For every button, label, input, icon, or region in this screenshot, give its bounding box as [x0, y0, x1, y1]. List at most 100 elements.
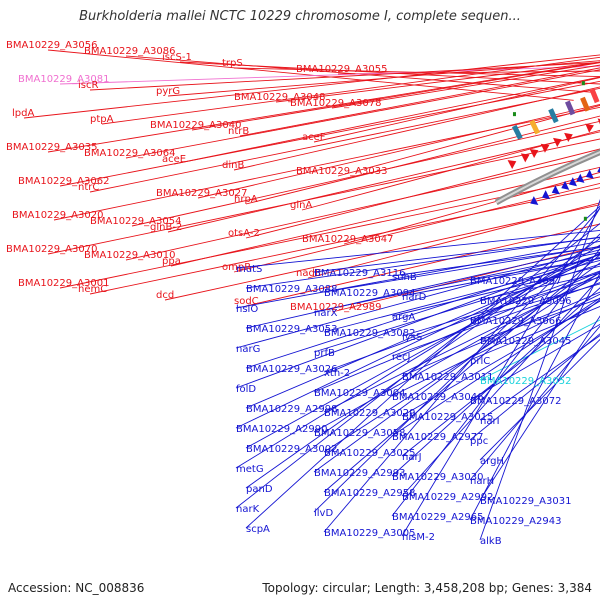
- reverse-gene-label[interactable]: xth-2: [324, 368, 350, 379]
- reverse-gene-label[interactable]: BMA10229_A2990: [236, 424, 327, 435]
- reverse-gene-label[interactable]: prlC: [470, 356, 490, 367]
- reverse-gene-label[interactable]: BMA10229_A3015: [402, 412, 493, 423]
- reverse-gene-label[interactable]: ilvD: [314, 508, 333, 519]
- reverse-gene-label[interactable]: BMA10229_A3031: [480, 496, 571, 507]
- reverse-gene-label[interactable]: hslO: [236, 304, 258, 315]
- reverse-gene-label[interactable]: lysS: [402, 332, 422, 343]
- reverse-gene-label[interactable]: BMA10229_A3094: [324, 288, 415, 299]
- reverse-gene-label[interactable]: BMA10229_A2958: [324, 488, 415, 499]
- forward-gene-label[interactable]: BMA10229_A3048: [234, 92, 325, 103]
- reverse-gene-label[interactable]: metG: [236, 464, 264, 475]
- forward-gene-label[interactable]: BMA10229_A3070: [6, 244, 97, 255]
- reverse-gene-label[interactable]: narK: [236, 504, 260, 515]
- forward-gene-label[interactable]: ppa: [162, 256, 181, 267]
- reverse-gene-label[interactable]: BMA10229_A3005: [324, 528, 415, 539]
- reverse-gene-arrow: [542, 190, 551, 200]
- forward-gene-label[interactable]: ompR: [222, 262, 251, 273]
- forward-gene-label[interactable]: iscR: [78, 80, 98, 91]
- reverse-gene-label[interactable]: BMA10229_A2943: [470, 516, 561, 527]
- forward-gene-label[interactable]: sodC: [234, 296, 259, 307]
- forward-gene-label[interactable]: BMA10229_A3010: [84, 250, 175, 261]
- reverse-gene-label[interactable]: BMA10229_A3082: [324, 328, 415, 339]
- reverse-gene-label[interactable]: suhB: [392, 272, 417, 283]
- forward-gene-label[interactable]: hemC: [78, 284, 107, 295]
- reverse-gene-label[interactable]: BMA10229_A3053: [246, 324, 337, 335]
- reverse-gene-label[interactable]: hisM-2: [402, 532, 435, 543]
- reverse-gene-label[interactable]: BMA10229_A2965: [392, 512, 483, 523]
- reverse-gene-label[interactable]: argH: [480, 456, 504, 467]
- reverse-gene-label[interactable]: BMA10229_A3052: [480, 376, 571, 387]
- reverse-gene-label[interactable]: BMA10229_A2993: [314, 468, 405, 479]
- forward-gene-label[interactable]: BMA10229_A3001: [18, 278, 109, 289]
- reverse-gene-label[interactable]: BMA10229_A3058: [314, 428, 405, 439]
- forward-gene-label[interactable]: aceF: [302, 132, 326, 143]
- reverse-gene-label[interactable]: alkB: [480, 536, 502, 547]
- reverse-gene-label[interactable]: BMA10229_A3072: [470, 396, 561, 407]
- reverse-gene-label[interactable]: narG: [236, 344, 260, 355]
- reverse-gene-label[interactable]: narH: [470, 476, 494, 487]
- forward-gene-label[interactable]: BMA10229_A3056: [6, 40, 97, 51]
- reverse-gene-label[interactable]: mutS: [236, 264, 262, 275]
- forward-gene-label[interactable]: dinB: [222, 160, 244, 171]
- reverse-gene-label[interactable]: BMA10229_A3011: [402, 372, 493, 383]
- reverse-gene-label[interactable]: recJ: [392, 352, 411, 363]
- reverse-gene-label[interactable]: BMA10229_A3025: [324, 448, 415, 459]
- gc-marker: [583, 216, 587, 221]
- forward-gene-label[interactable]: ntrB: [228, 126, 249, 137]
- reverse-gene-label[interactable]: BMA10229_A3096: [480, 296, 571, 307]
- reverse-gene-label[interactable]: BMA10229_A2998: [246, 404, 337, 415]
- forward-gene-label[interactable]: glnB-2: [150, 222, 182, 233]
- reverse-gene-label[interactable]: folD: [236, 384, 256, 395]
- reverse-gene-label[interactable]: BMA10229_A3029: [324, 408, 415, 419]
- forward-gene-label[interactable]: BMA10229_A3086: [84, 46, 175, 57]
- forward-gene-label[interactable]: BMA10229_A3078: [290, 98, 381, 109]
- reverse-gene-label[interactable]: BMA10229_A2977: [392, 432, 483, 443]
- reverse-leader-line: [323, 272, 600, 453]
- forward-gene-label[interactable]: pyrG: [156, 86, 180, 97]
- forward-gene-label[interactable]: BMA10229_A3040: [150, 120, 241, 131]
- reverse-gene-label[interactable]: BMA10229_A3045: [480, 336, 571, 347]
- reverse-gene-label[interactable]: BMA10229_A3066: [470, 316, 561, 327]
- forward-gene-label[interactable]: dcd: [156, 290, 174, 301]
- forward-gene-label[interactable]: BMA10229_A2989: [290, 302, 381, 313]
- forward-gene-label[interactable]: BMA10229_A3055: [296, 64, 387, 75]
- forward-gene-label[interactable]: lpdA: [12, 108, 34, 119]
- forward-gene-label[interactable]: nadE: [296, 268, 321, 279]
- reverse-gene-label[interactable]: BMA10229_A3002: [246, 444, 337, 455]
- forward-gene-label[interactable]: glnA: [290, 200, 312, 211]
- reverse-gene-label[interactable]: BMA10229_A3030: [392, 472, 483, 483]
- reverse-gene-label[interactable]: prfB: [314, 348, 335, 359]
- forward-gene-label[interactable]: BMA10229_A3033: [296, 166, 387, 177]
- reverse-gene-label[interactable]: narI: [480, 416, 500, 427]
- forward-gene-label[interactable]: ntrC: [78, 182, 99, 193]
- forward-leader-line: [89, 187, 600, 295]
- reverse-gene-label[interactable]: BMA10229_A3046: [392, 392, 483, 403]
- forward-gene-label[interactable]: aceE: [162, 154, 186, 165]
- reverse-gene-label[interactable]: ppc: [470, 436, 488, 447]
- forward-gene-label[interactable]: BMA10229_A3081: [18, 74, 109, 85]
- reverse-gene-label[interactable]: BMA10229_A3097: [470, 276, 561, 287]
- forward-gene-label[interactable]: ptpA: [90, 114, 114, 125]
- forward-gene-label[interactable]: BMA10229_A3047: [302, 234, 393, 245]
- reverse-gene-label[interactable]: BMA10229_A2992: [402, 492, 493, 503]
- reverse-gene-label[interactable]: BMA10229_A3088: [246, 284, 337, 295]
- forward-gene-label[interactable]: trpS: [222, 58, 243, 69]
- forward-gene-label[interactable]: otsA-2: [228, 228, 260, 239]
- forward-gene-label[interactable]: BMA10229_A3035: [6, 142, 97, 153]
- forward-gene-label[interactable]: BMA10229_A3020: [12, 210, 103, 221]
- reverse-gene-label[interactable]: narX: [314, 308, 338, 319]
- reverse-gene-label[interactable]: BMA10229_A3116: [314, 268, 405, 279]
- forward-gene-label[interactable]: BMA10229_A3062: [18, 176, 109, 187]
- forward-gene-label[interactable]: BMA10229_A3064: [84, 148, 175, 159]
- reverse-gene-label[interactable]: narJ: [402, 452, 422, 463]
- forward-gene-label[interactable]: BMA10229_A3027: [156, 188, 247, 199]
- reverse-gene-label[interactable]: BMA10229_A3004: [314, 388, 405, 399]
- forward-gene-label[interactable]: iscS-1: [162, 52, 192, 63]
- reverse-gene-label[interactable]: BMA10229_A3026: [246, 364, 337, 375]
- forward-gene-label[interactable]: BMA10229_A3054: [90, 216, 181, 227]
- reverse-gene-label[interactable]: scpA: [246, 524, 270, 535]
- forward-gene-label[interactable]: hrpA: [234, 194, 258, 205]
- reverse-gene-label[interactable]: argA: [392, 312, 415, 323]
- reverse-gene-label[interactable]: panD: [246, 484, 273, 495]
- reverse-gene-label[interactable]: narD: [402, 292, 427, 303]
